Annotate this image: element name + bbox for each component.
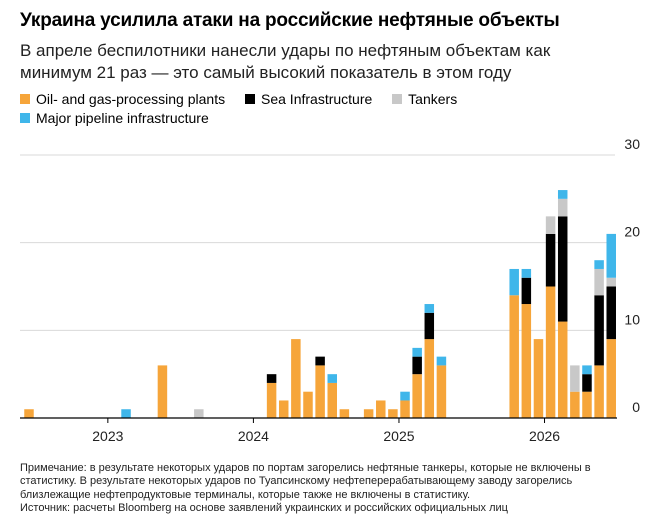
bar-oil-20: [266, 382, 277, 418]
legend-item-oil: Oil- and gas-processing plants: [20, 90, 225, 108]
bar-oil-21: [278, 400, 289, 418]
bar-oil-43: [545, 286, 556, 418]
bar-oil-44: [557, 321, 568, 418]
bar-oil-47: [594, 365, 604, 418]
bar-pipeline-32: [412, 347, 422, 357]
bar-oil-32: [412, 374, 422, 418]
legend: Oil- and gas-processing plants Sea Infra…: [20, 90, 620, 126]
legend-label-sea: Sea Infrastructure: [261, 91, 373, 107]
bar-oil-0: [24, 409, 34, 418]
legend-label-pipeline: Major pipeline infrastructure: [36, 110, 209, 126]
bar-pipeline-44: [557, 190, 568, 199]
bar-sea-43: [545, 233, 556, 287]
bar-oil-26: [339, 409, 350, 418]
x-tick-label-2026: 2026: [529, 428, 560, 444]
legend-label-oil: Oil- and gas-processing plants: [36, 91, 226, 107]
bar-sea-46: [582, 374, 592, 392]
bar-pipeline-48: [606, 233, 616, 278]
bar-oil-24: [315, 365, 325, 418]
bar-oil-30: [388, 409, 398, 418]
legend-item-pipeline: Major pipeline infrastructure: [20, 109, 209, 127]
legend-swatch-tankers: [392, 94, 403, 104]
bar-tankers-48: [606, 277, 616, 287]
bar-oil-42: [533, 339, 544, 418]
bar-oil-34: [436, 365, 447, 418]
bar-oil-25: [327, 382, 337, 418]
bar-pipeline-47: [594, 260, 604, 269]
bar-sea-48: [606, 286, 616, 340]
bar-sea-24: [315, 356, 325, 366]
bar-pipeline-8: [121, 409, 131, 418]
bar-pipeline-40: [509, 268, 519, 296]
axis-layer: 0 10 20 30 2023 2024 2025 2026: [20, 136, 640, 444]
bars-layer: [24, 190, 616, 418]
x-tick-label-2025: 2025: [383, 428, 414, 444]
legend-swatch-oil: [20, 94, 30, 104]
y-tick-label-0: 0: [632, 399, 640, 415]
chart-title: Украина усилила атаки на российские нефт…: [20, 10, 560, 31]
bar-oil-29: [376, 400, 386, 418]
bar-tankers-14: [194, 409, 204, 418]
x-tick-label-2024: 2024: [238, 428, 269, 444]
bar-oil-33: [424, 339, 435, 418]
bar-oil-22: [291, 339, 301, 418]
bar-sea-32: [412, 356, 422, 375]
bar-tankers-47: [594, 268, 604, 296]
bar-pipeline-34: [436, 356, 447, 366]
source-text: Источник: расчеты Bloomberg на основе за…: [20, 501, 508, 514]
chart-note: Примечание: в результате некоторых ударо…: [20, 462, 635, 515]
y-tick-label-20: 20: [624, 224, 640, 240]
bar-oil-41: [521, 304, 532, 418]
bar-oil-28: [363, 409, 374, 418]
legend-swatch-sea: [245, 94, 255, 104]
note-text: Примечание: в результате некоторых ударо…: [20, 462, 591, 501]
legend-label-tankers: Tankers: [408, 91, 458, 107]
bar-tankers-43: [545, 216, 556, 234]
legend-item-sea: Sea Infrastructure: [245, 90, 372, 108]
bar-oil-45: [570, 391, 580, 418]
bar-tankers-45: [570, 365, 580, 392]
bar-oil-40: [509, 295, 519, 418]
bar-pipeline-25: [327, 374, 337, 383]
bar-oil-31: [400, 400, 410, 418]
legend-item-tankers: Tankers: [392, 90, 457, 108]
y-tick-label-30: 30: [624, 136, 640, 152]
bar-pipeline-41: [521, 268, 532, 278]
bar-pipeline-33: [424, 304, 435, 313]
bar-sea-44: [557, 216, 568, 322]
bar-pipeline-31: [400, 391, 410, 401]
bar-oil-11: [157, 365, 168, 418]
bar-oil-46: [582, 391, 592, 418]
bar-oil-23: [303, 391, 313, 418]
legend-swatch-pipeline: [20, 113, 30, 123]
x-tick-label-2023: 2023: [92, 428, 123, 444]
chart-subtitle: В апреле беспилотники нанесли удары по н…: [20, 41, 551, 82]
bar-pipeline-46: [582, 365, 592, 375]
bar-sea-20: [266, 374, 277, 383]
bar-sea-33: [424, 312, 435, 340]
y-tick-label-10: 10: [624, 311, 640, 327]
bar-oil-48: [606, 339, 616, 418]
bar-sea-47: [594, 295, 604, 366]
bar-sea-41: [521, 277, 532, 305]
bar-tankers-44: [557, 198, 568, 217]
